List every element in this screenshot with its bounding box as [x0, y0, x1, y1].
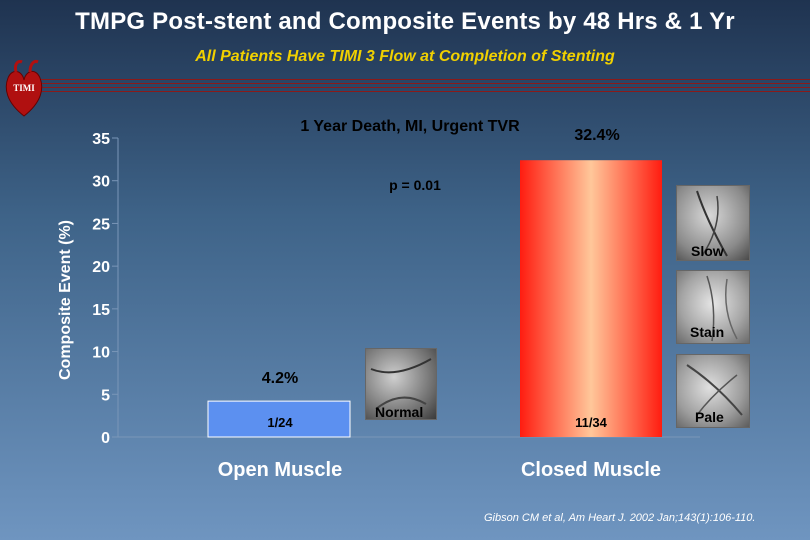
x-category-label: Open Muscle — [218, 459, 342, 481]
image-label-slow: Slow — [691, 243, 724, 259]
image-label-normal: Normal — [375, 404, 424, 420]
vessel-icon — [686, 364, 743, 416]
chart-title: 1 Year Death, MI, Urgent TVR — [300, 118, 520, 135]
angiogram-image-pale — [676, 354, 750, 428]
angiogram-image-stain — [676, 270, 750, 344]
p-value-label: p = 0.01 — [389, 177, 441, 193]
timi-heart-icon: TIMI — [5, 60, 43, 117]
vessel-icon — [696, 190, 728, 257]
divider-line — [40, 79, 810, 80]
divider-line — [40, 83, 810, 84]
y-tick-label: 5 — [101, 387, 110, 404]
bar-value-label: 32.4% — [574, 127, 619, 144]
bar-closed-muscle — [520, 160, 662, 437]
bar-value-label: 4.2% — [262, 370, 298, 387]
y-tick-label: 15 — [92, 302, 110, 319]
bar-fraction-label: 11/34 — [575, 415, 608, 430]
divider-line — [40, 91, 810, 92]
angiogram-image-slow — [676, 185, 750, 261]
y-tick-label: 10 — [92, 345, 110, 362]
bar-fraction-label: 1/24 — [267, 415, 293, 430]
vessel-icon — [706, 275, 738, 342]
y-tick-label: 20 — [92, 259, 110, 276]
image-label-stain: Stain — [690, 324, 725, 340]
image-label-pale: Pale — [695, 409, 724, 425]
slide-title: TMPG Post-stent and Composite Events by … — [75, 8, 735, 35]
logo-text: TIMI — [13, 83, 35, 93]
y-axis-label: Composite Event (%) — [57, 220, 74, 380]
y-tick-label: 0 — [101, 430, 110, 447]
x-category-label: Closed Muscle — [521, 459, 661, 481]
timi-logo: TIMI — [2, 58, 46, 122]
citation-text: Gibson CM et al, Am Heart J. 2002 Jan;14… — [484, 512, 756, 524]
divider-line — [40, 87, 810, 88]
y-tick-label: 30 — [92, 174, 110, 191]
y-tick-label: 25 — [92, 216, 110, 233]
bar-open-muscle — [207, 400, 351, 438]
vessel-icon — [370, 358, 432, 410]
slide-subtitle: All Patients Have TIMI 3 Flow at Complet… — [195, 48, 615, 65]
angiogram-image-normal — [365, 348, 437, 420]
y-tick-label: 35 — [92, 131, 110, 148]
